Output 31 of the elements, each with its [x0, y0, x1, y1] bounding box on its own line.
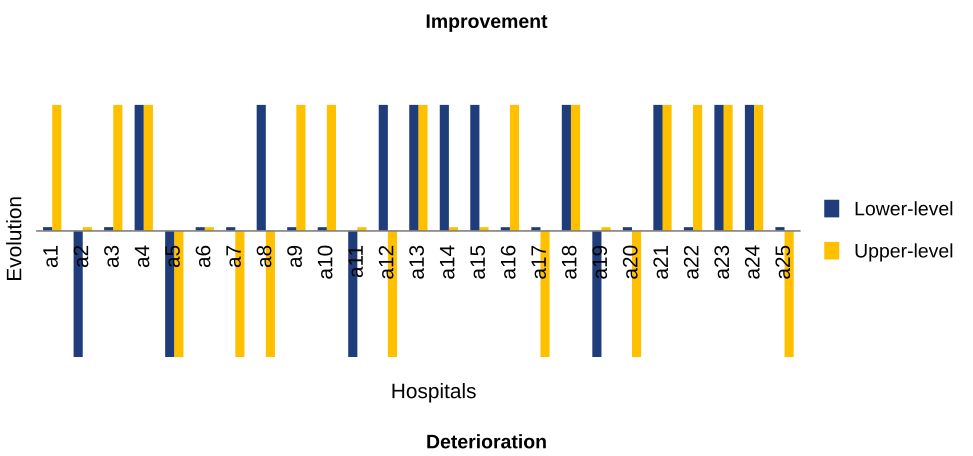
x-tick-label: a25 — [775, 246, 790, 279]
x-tick-label: a13 — [409, 246, 424, 279]
x-tick-label: a5 — [165, 246, 180, 268]
text: Deterioration — [427, 434, 546, 448]
x-tick-label: a3 — [104, 246, 119, 268]
x-tick-label: a9 — [287, 246, 302, 268]
x-tick-label: a2 — [74, 246, 88, 268]
x-tick-label: a20 — [622, 246, 638, 279]
x-tick-label: a18 — [562, 246, 577, 279]
legend-label: Upper-level — [856, 243, 952, 262]
x-tick-label: a17 — [532, 246, 546, 279]
x-tick-label: a10 — [318, 246, 332, 279]
x-tick-label: a4 — [134, 245, 150, 268]
x-axis-title: Hospitals — [392, 383, 476, 402]
x-tick-label: a8 — [256, 246, 272, 268]
x-tick-label: a1 — [43, 246, 58, 268]
x-tick-label: a12 — [378, 246, 394, 279]
x-tick-label: a23 — [714, 246, 730, 279]
x-tick-label: a15 — [470, 246, 486, 279]
x-tick-label: a6 — [196, 246, 210, 268]
legend-label: Lower-level — [856, 201, 952, 216]
y-axis-title: Evolution — [6, 197, 22, 280]
x-tick-label: a11 — [348, 246, 363, 278]
x-tick-label: a22 — [684, 246, 699, 279]
x-tick-label: a14 — [440, 245, 454, 279]
x-tick-label: a19 — [592, 246, 608, 279]
x-tick-label: a16 — [500, 246, 516, 279]
x-tick-label: a7 — [226, 246, 241, 268]
x-tick-label: a24 — [744, 245, 760, 279]
chart-title: Improvement — [426, 14, 548, 32]
x-tick-label: a21 — [653, 246, 668, 279]
